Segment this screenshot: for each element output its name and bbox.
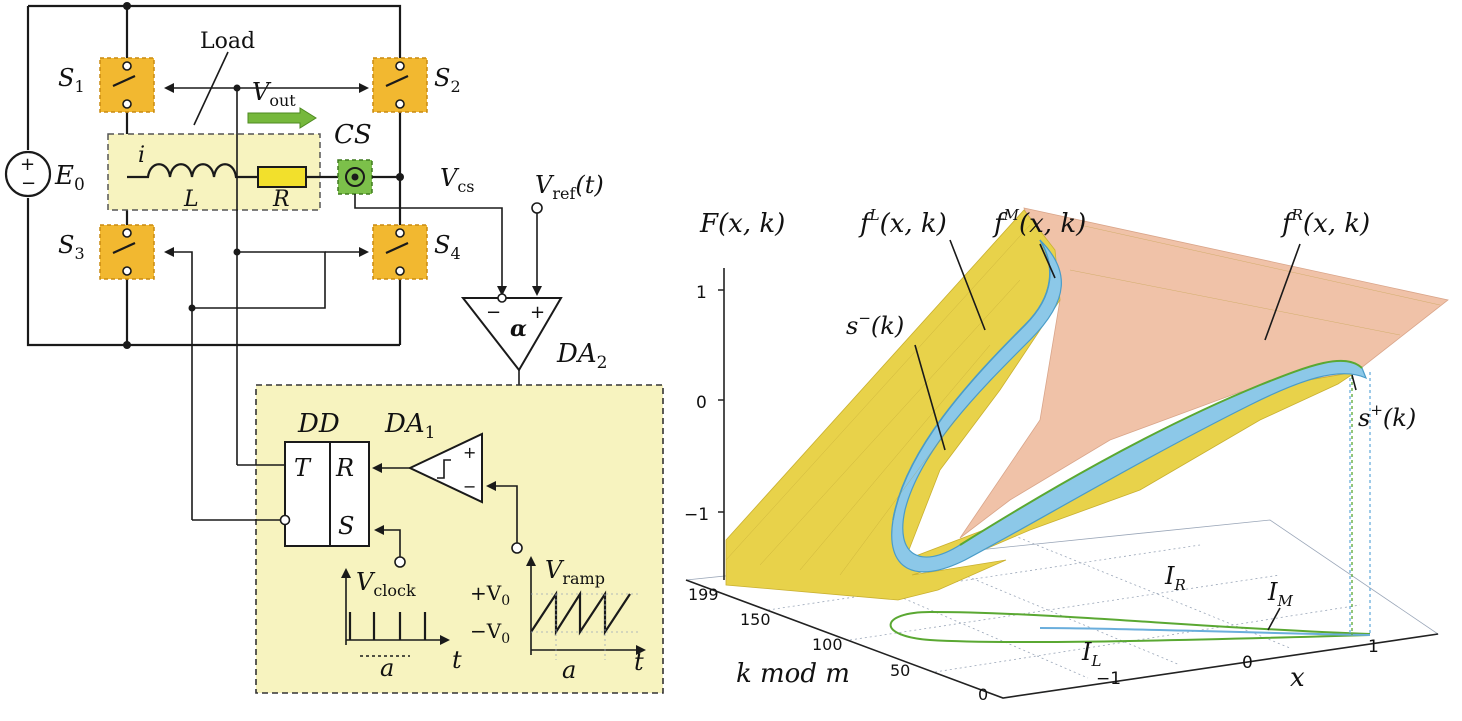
clock-waveform: Vclock a t: [341, 568, 462, 682]
switch-s4: S4: [372, 224, 461, 280]
svg-text:+: +: [20, 154, 35, 175]
svg-text:Vref(t): Vref(t): [535, 171, 604, 203]
svg-text:150: 150: [740, 610, 771, 629]
svg-text:R: R: [335, 454, 354, 482]
svg-text:Vout: Vout: [252, 78, 296, 110]
svg-text:s−(k): s−(k): [846, 309, 904, 340]
svg-text:S1: S1: [58, 64, 85, 96]
svg-text:S4: S4: [434, 231, 461, 263]
svg-text:1: 1: [1368, 637, 1379, 657]
svg-text:−: −: [21, 173, 36, 194]
svg-text:100: 100: [812, 635, 843, 654]
svg-text:0: 0: [696, 393, 707, 413]
control-wire-s4: [192, 251, 326, 309]
svg-text:199: 199: [688, 585, 719, 604]
svg-text:DD: DD: [297, 409, 340, 439]
svg-text:fR(x, k): fR(x, k): [1280, 206, 1370, 239]
svg-text:a: a: [562, 656, 576, 684]
svg-text:0: 0: [1242, 653, 1253, 673]
svg-text:+: +: [530, 302, 545, 323]
vout-indicator: Vout: [247, 78, 317, 129]
svg-text:−1: −1: [1096, 669, 1121, 689]
power-rail: [26, 4, 402, 347]
svg-text:S2: S2: [434, 64, 461, 96]
svg-text:T: T: [294, 454, 312, 482]
flip-flop: [284, 441, 370, 547]
svg-text:−V0: −V0: [470, 619, 510, 647]
svg-text:t: t: [452, 646, 462, 674]
svg-text:i: i: [138, 143, 145, 168]
svg-text:S: S: [338, 512, 354, 540]
control-wire-s3: [168, 251, 193, 520]
comparator-da1: [407, 432, 483, 504]
svg-text:α: α: [510, 316, 527, 342]
circuit-diagram: + − E0 S1 S2 S3: [4, 2, 664, 694]
svg-text:IL: IL: [1081, 638, 1101, 670]
svg-text:IR: IR: [1164, 562, 1186, 594]
svg-text:CS: CS: [334, 120, 372, 150]
vref-input: Vref(t): [531, 171, 604, 296]
vcs-wire: [354, 194, 503, 292]
svg-text:k mod m: k mod m: [736, 659, 850, 689]
switch-s3: S3: [58, 224, 155, 280]
resistor: [257, 166, 307, 188]
ramp-waveform: Vramp +V0 −V0 a t: [470, 556, 646, 684]
svg-text:x: x: [1290, 663, 1305, 693]
surface-f-r: [959, 207, 1449, 539]
svg-text:50: 50: [890, 661, 910, 680]
svg-text:R: R: [272, 187, 290, 212]
floor-grid: [767, 529, 1361, 679]
control-block: DD T R S + − DA1: [255, 384, 664, 694]
svg-text:−1: −1: [684, 505, 709, 525]
svg-text:Vcs: Vcs: [440, 164, 475, 196]
switch-s2: S2: [372, 57, 461, 113]
svg-text:+: +: [463, 443, 476, 462]
region-boundary-m: [1039, 627, 1371, 636]
svg-text:F(x, k): F(x, k): [699, 209, 785, 239]
svg-text:s+(k): s+(k): [1358, 401, 1416, 432]
svg-text:DA1: DA1: [384, 409, 435, 443]
svg-text:−: −: [486, 302, 501, 323]
base-axes: [685, 579, 1439, 699]
svg-text:a: a: [380, 654, 394, 682]
svg-text:IM: IM: [1267, 578, 1293, 610]
svg-text:Vramp: Vramp: [545, 556, 605, 588]
current-sensor: CS Vcs: [334, 120, 507, 296]
svg-text:E0: E0: [54, 161, 85, 195]
svg-text:t: t: [634, 648, 644, 676]
svg-text:L: L: [183, 187, 199, 212]
region-boundary-l: [889, 610, 1371, 644]
switch-s1: S1: [58, 57, 155, 113]
svg-text:−: −: [463, 477, 476, 496]
svg-text:1: 1: [696, 283, 707, 303]
svg-text:S3: S3: [58, 231, 85, 263]
surface-plot: 1 0 −1 199 150 100 50 0 −1 0 1 F(x, k) k…: [684, 206, 1449, 704]
surface-f-l: [725, 209, 1357, 601]
svg-text:0: 0: [978, 685, 988, 704]
svg-text:+V0: +V0: [470, 581, 510, 609]
svg-text:fL(x, k): fL(x, k): [858, 206, 947, 239]
voltage-source: + − E0: [4, 150, 85, 198]
inductor: [127, 163, 258, 179]
svg-text:DA2: DA2: [556, 339, 607, 373]
svg-text:Vclock: Vclock: [356, 568, 416, 600]
svg-text:Load: Load: [200, 29, 255, 54]
